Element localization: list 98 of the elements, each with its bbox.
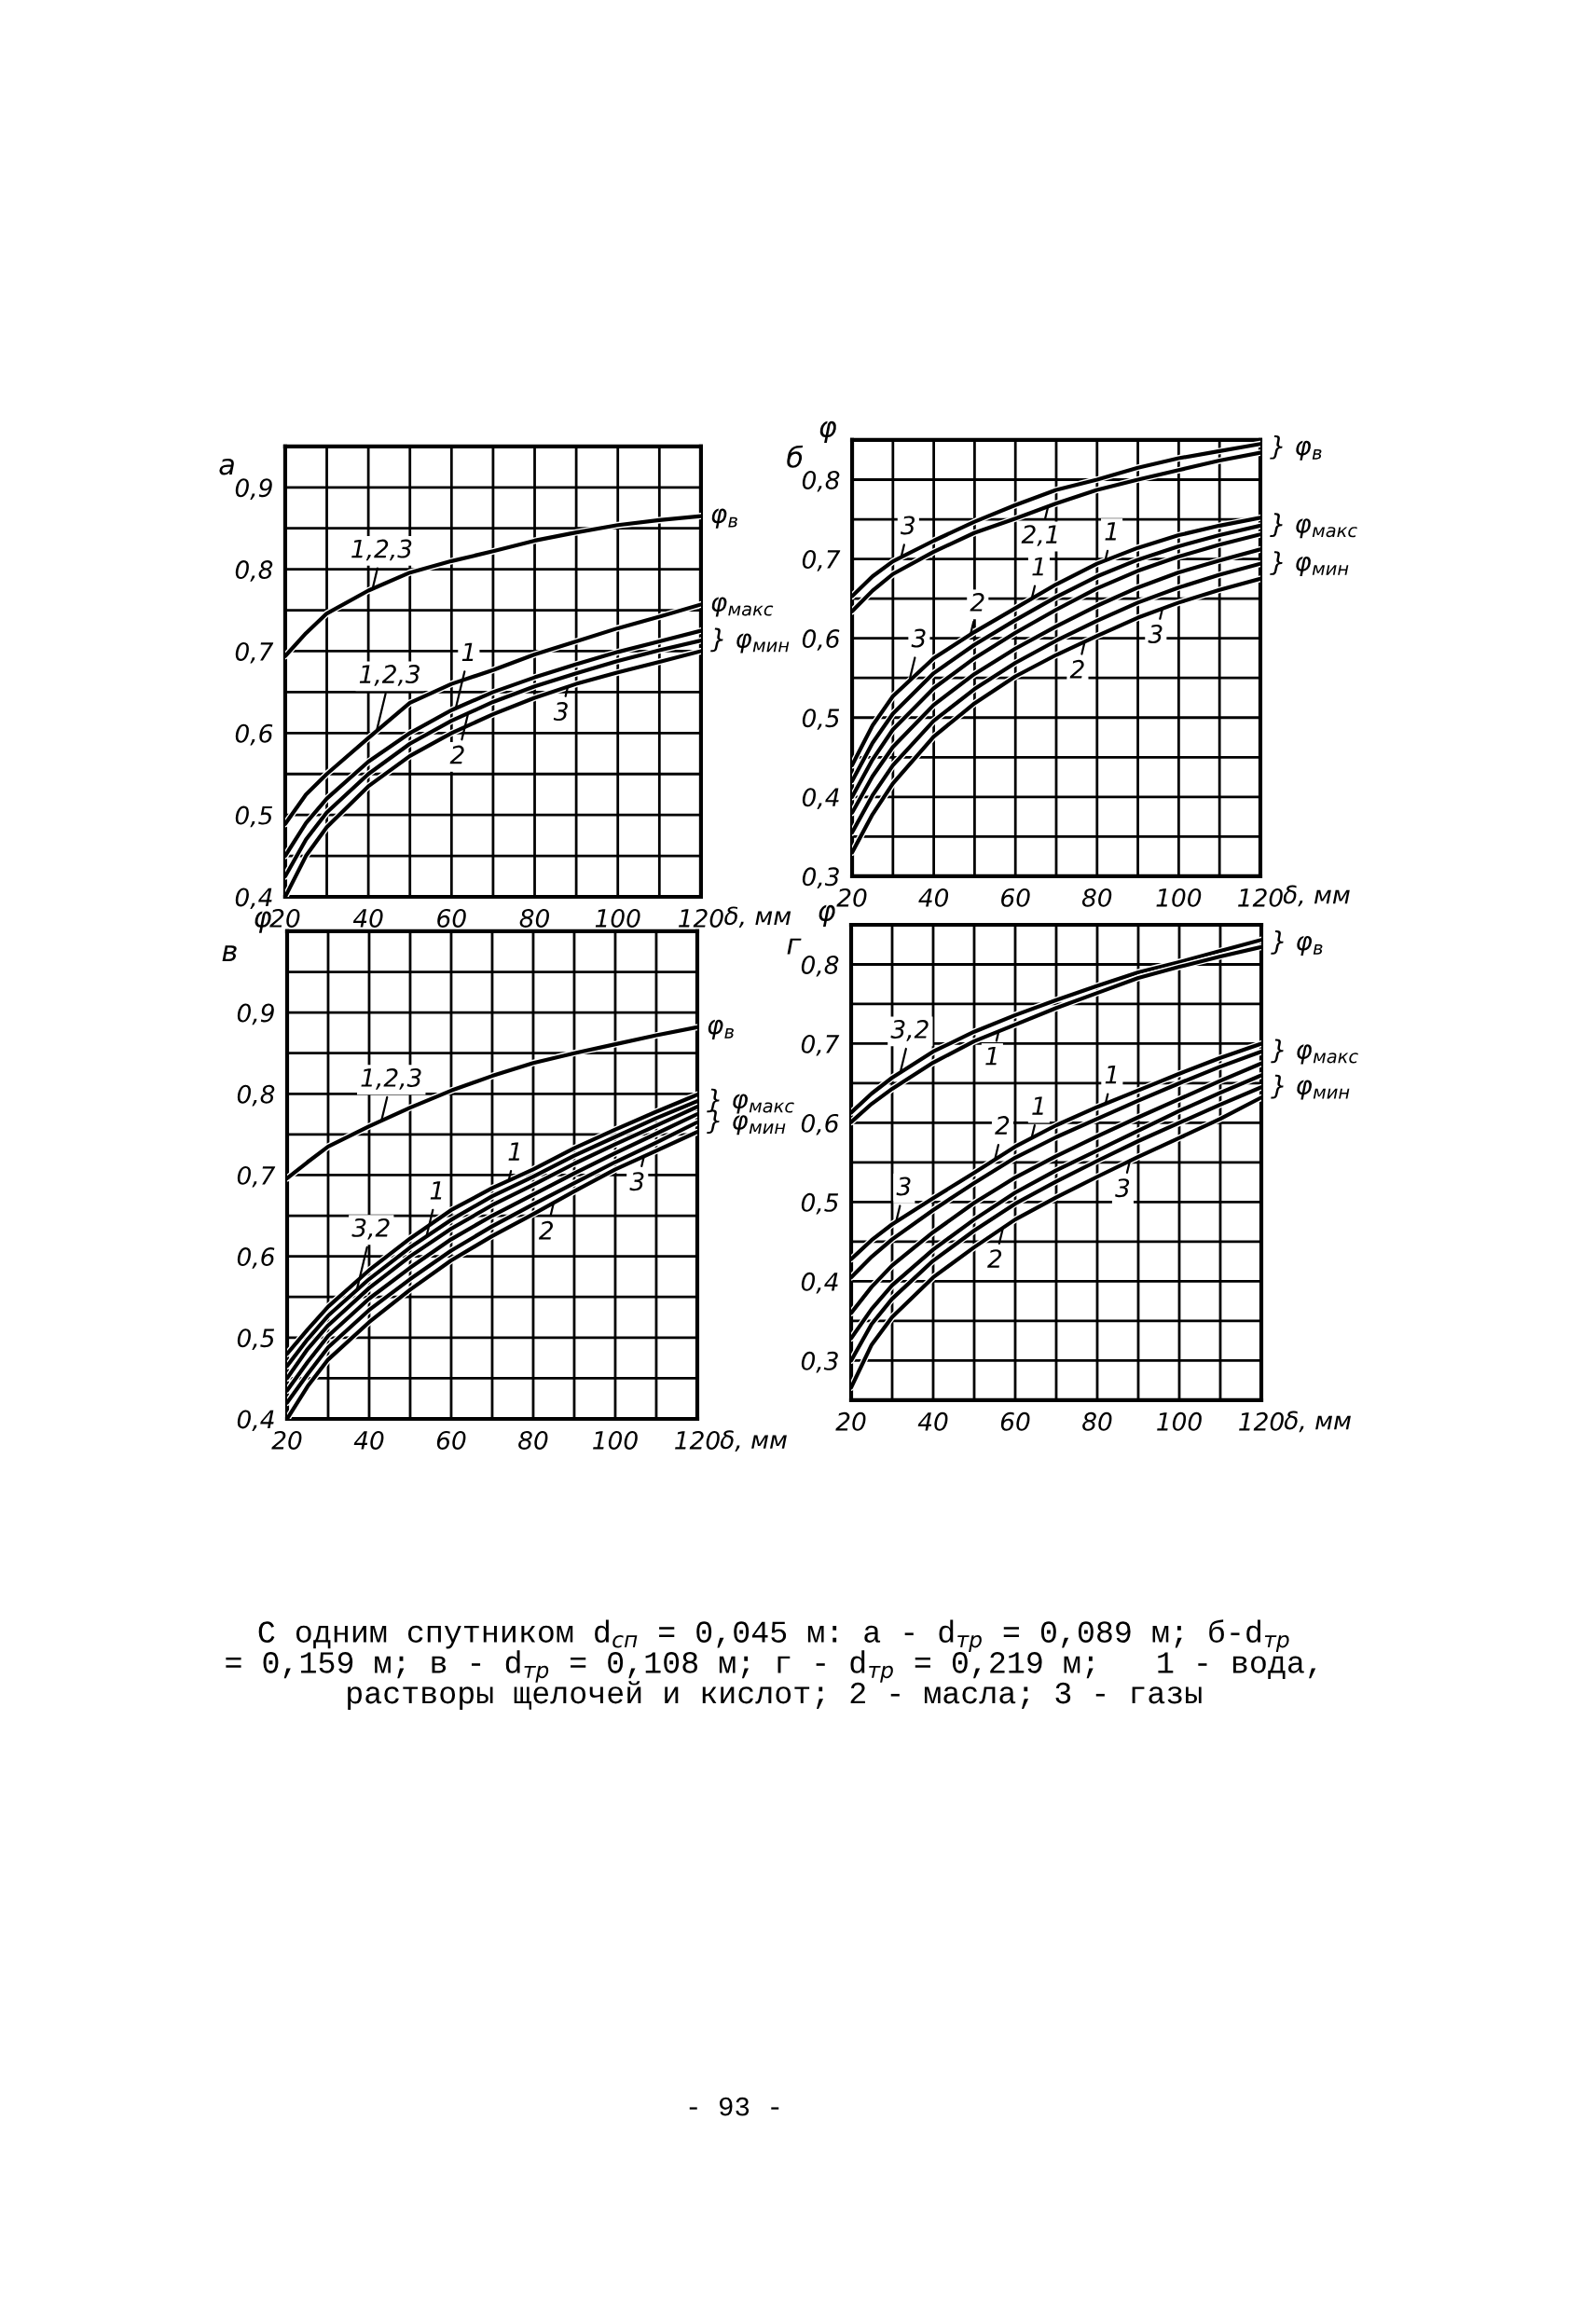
- y-tick-label: 0,8: [235, 560, 273, 582]
- annotation: } φ$_{макс}$: [1270, 513, 1357, 539]
- x-tick-label: 120: [675, 1430, 720, 1450]
- annotation: 2: [995, 1116, 1010, 1135]
- y-tick-label: 0,7: [801, 1034, 840, 1056]
- annotation: 3,2: [351, 1218, 390, 1240]
- chart-title: в: [222, 945, 237, 961]
- x-tick-label: 120: [1239, 1411, 1284, 1431]
- annotation: φ$_{макс}$: [711, 597, 774, 617]
- annotation: 3: [553, 702, 568, 722]
- annotation: } φ$_{мин}$: [1270, 551, 1349, 577]
- annotation: 1: [1105, 522, 1116, 541]
- y-tick-label: 0,6: [237, 1247, 275, 1269]
- annotation: 2: [449, 745, 464, 764]
- x-axis-title: δ, мм: [1283, 885, 1350, 907]
- x-tick-label: 120: [679, 908, 723, 928]
- text: С одним спутником d$_{сп}$ = 0,045 м: а - d$_{тр}$ = 0,089 м; б-d$_{тр}$ = 0,159 м; в - d$_{тр}$ = 0,108 м; г - d$_{тр}$ = 0,219 м; 1 - вода, растворы щелочей и кислот; 2 - масла; 3 - газы: [226, 1619, 1316, 1711]
- y-tick-label: 0,8: [237, 1084, 275, 1107]
- x-axis-title: δ, мм: [1284, 1411, 1351, 1433]
- chart-title: г: [787, 938, 802, 955]
- annotation: 1,2,3: [361, 1068, 421, 1090]
- y-tick-label: 0,4: [237, 1410, 274, 1432]
- x-tick-label: 100: [595, 908, 640, 928]
- y-tick-label: 0,9: [235, 478, 272, 500]
- annotation: 3: [629, 1172, 644, 1191]
- x-tick-label: 80: [1082, 1411, 1112, 1431]
- annotation: } φ$_{в}$: [1270, 434, 1322, 461]
- annotation: 2: [1069, 659, 1084, 679]
- y-tick-label: 0,4: [802, 788, 839, 809]
- text: - 93 -: [689, 2097, 779, 2116]
- annotation: 1: [508, 1142, 520, 1161]
- annotation: } φ$_{макс}$: [1271, 1039, 1358, 1065]
- x-tick-label: 60: [437, 908, 466, 928]
- x-tick-label: 20: [836, 888, 867, 907]
- annotation: 3: [1115, 1178, 1130, 1198]
- annotation: 1,2,3: [359, 665, 420, 686]
- y-tick-label: 0,5: [235, 805, 272, 828]
- x-tick-label: 60: [436, 1430, 466, 1450]
- annotation: 1,2,3: [351, 539, 412, 561]
- x-tick-label: 100: [1156, 888, 1202, 907]
- x-tick-label: 20: [269, 908, 300, 928]
- x-tick-label: 40: [352, 908, 383, 928]
- x-axis-title: δ, мм: [720, 1430, 787, 1452]
- x-tick-label: 100: [593, 1430, 638, 1450]
- y-tick-label: 0,5: [801, 1192, 839, 1215]
- y-tick-label: 0,5: [237, 1328, 275, 1350]
- x-tick-label: 80: [519, 908, 549, 928]
- annotation: } φ$_{в}$: [1271, 930, 1323, 956]
- annotation: 3: [896, 1177, 911, 1196]
- x-tick-label: 20: [835, 1411, 866, 1431]
- x-axis-title: δ, мм: [724, 906, 791, 929]
- x-tick-label: 60: [1001, 888, 1030, 907]
- y-tick-label: 0,3: [802, 867, 839, 889]
- y-tick-label: 0,7: [235, 641, 274, 664]
- y-tick-label: 0,9: [237, 1003, 274, 1025]
- annotation: 3: [1148, 625, 1163, 643]
- y-tick-label: 0,6: [235, 723, 273, 746]
- annotation: 1: [1105, 1065, 1117, 1084]
- annotation: 1: [1032, 557, 1043, 576]
- annotation: φ$_{в}$: [708, 1019, 734, 1039]
- y-tick-label: 0,8: [802, 470, 840, 492]
- y-tick-label: 0,6: [801, 1113, 839, 1135]
- annotation: 1: [430, 1181, 442, 1200]
- y-tick-label: 0,4: [235, 888, 272, 910]
- annotation: 2: [987, 1249, 1002, 1268]
- annotation: } φ$_{мин}$: [710, 627, 790, 654]
- annotation: 2: [970, 593, 984, 612]
- y-tick-label: 0,7: [802, 550, 841, 571]
- x-tick-label: 20: [271, 1430, 302, 1450]
- annotation: 3,2: [890, 1020, 929, 1041]
- y-axis-title: φ: [819, 904, 835, 928]
- annotation: 3: [900, 516, 915, 535]
- x-tick-label: 40: [917, 1411, 948, 1431]
- x-tick-label: 120: [1238, 888, 1283, 907]
- y-axis-title: φ: [819, 420, 836, 444]
- annotation: 1: [985, 1047, 997, 1066]
- x-tick-label: 80: [1081, 888, 1112, 907]
- x-tick-label: 60: [1000, 1411, 1030, 1431]
- annotation: φ$_{в}$: [711, 508, 737, 529]
- y-tick-label: 0,3: [801, 1351, 838, 1373]
- y-tick-label: 0,4: [801, 1272, 838, 1294]
- y-tick-label: 0,8: [801, 955, 839, 977]
- annotation: 3: [911, 628, 926, 648]
- x-tick-label: 100: [1157, 1411, 1202, 1431]
- annotation: 2: [538, 1220, 553, 1240]
- annotation: 1: [1032, 1096, 1043, 1115]
- annotation: } φ$_{мин}$: [1271, 1074, 1350, 1100]
- annotation: 2,1: [1021, 525, 1057, 546]
- y-axis-title: φ: [255, 911, 271, 933]
- x-tick-label: 40: [918, 888, 949, 907]
- annotation: 1: [461, 642, 474, 661]
- x-tick-label: 40: [353, 1430, 384, 1450]
- chart-title: а: [219, 458, 234, 475]
- chart-title: б: [787, 445, 804, 468]
- y-tick-label: 0,5: [802, 709, 840, 730]
- y-tick-label: 0,6: [802, 629, 840, 651]
- y-tick-label: 0,7: [237, 1165, 276, 1188]
- x-tick-label: 80: [518, 1430, 548, 1450]
